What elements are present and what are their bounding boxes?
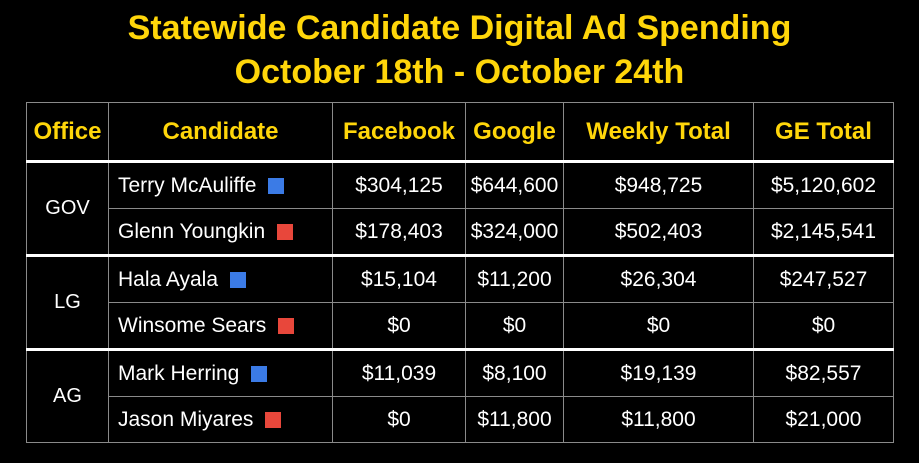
candidate-name: Jason Miyares (118, 407, 254, 431)
facebook-cell: $15,104 (332, 254, 466, 303)
facebook-cell: $178,403 (332, 208, 466, 256)
ad-spending-table: Office Candidate Facebook Google Weekly … (26, 102, 894, 443)
column-header-facebook: Facebook (332, 102, 466, 162)
party-color-swatch (230, 271, 247, 288)
table-row: Glenn Youngkin $178,403 $324,000 $502,40… (27, 208, 894, 256)
google-cell: $11,800 (465, 396, 564, 443)
facebook-cell: $11,039 (332, 348, 466, 397)
facebook-cell: $304,125 (332, 160, 466, 209)
ge-total-cell: $5,120,602 (753, 160, 894, 209)
candidate-cell: Hala Ayala (108, 254, 333, 303)
column-header-ge-total: GE Total (753, 102, 894, 162)
table-row: GOV Terry McAuliffe $304,125 $644,600 $9… (26, 160, 894, 256)
page-title: Statewide Candidate Digital Ad Spending (127, 9, 792, 47)
candidate-cell: Terry McAuliffe (108, 160, 333, 209)
weekly-total-cell: $11,800 (563, 396, 754, 443)
candidate-name: Hala Ayala (118, 267, 219, 291)
google-cell: $644,600 (465, 160, 564, 209)
table-row: Jason Miyares $0 $11,800 $11,800 $21,000 (27, 396, 894, 443)
page-subtitle: October 18th - October 24th (234, 53, 685, 91)
candidate-cell: Glenn Youngkin (108, 208, 333, 256)
candidate-name: Glenn Youngkin (118, 219, 266, 243)
party-color-swatch (265, 411, 282, 428)
facebook-cell: $0 (332, 302, 466, 350)
weekly-total-cell: $0 (563, 302, 754, 350)
party-color-swatch (268, 177, 285, 194)
google-cell: $324,000 (465, 208, 564, 256)
candidate-cell: Winsome Sears (108, 302, 333, 350)
candidate-name: Terry McAuliffe (118, 173, 257, 197)
facebook-cell: $0 (332, 396, 466, 443)
candidate-name: Mark Herring (118, 361, 240, 385)
table-row: AG Mark Herring $11,039 $8,100 $19,139 $… (26, 348, 894, 443)
column-header-office: Office (26, 102, 109, 162)
table-row: LG Hala Ayala $15,104 $11,200 $26,304 $2… (26, 254, 894, 350)
header-row: Office Candidate Facebook Google Weekly … (26, 102, 894, 162)
office-cell: GOV (26, 160, 109, 256)
candidate-name: Winsome Sears (118, 313, 267, 337)
google-cell: $8,100 (465, 348, 564, 397)
table-row: Winsome Sears $0 $0 $0 $0 (27, 302, 894, 350)
ge-total-cell: $247,527 (753, 254, 894, 303)
google-cell: $11,200 (465, 254, 564, 303)
google-cell: $0 (465, 302, 564, 350)
candidate-cell: Jason Miyares (108, 396, 333, 443)
ge-total-cell: $21,000 (753, 396, 894, 443)
office-cell: LG (26, 254, 109, 350)
party-color-swatch (251, 365, 268, 382)
weekly-total-cell: $948,725 (563, 160, 754, 209)
weekly-total-cell: $19,139 (563, 348, 754, 397)
candidate-cell: Mark Herring (108, 348, 333, 397)
ge-total-cell: $82,557 (753, 348, 894, 397)
ge-total-cell: $2,145,541 (753, 208, 894, 256)
weekly-total-cell: $502,403 (563, 208, 754, 256)
party-color-swatch (278, 317, 295, 334)
column-header-google: Google (465, 102, 564, 162)
party-color-swatch (277, 223, 294, 240)
column-header-weekly-total: Weekly Total (563, 102, 754, 162)
ge-total-cell: $0 (753, 302, 894, 350)
column-header-candidate: Candidate (108, 102, 333, 162)
weekly-total-cell: $26,304 (563, 254, 754, 303)
office-cell: AG (26, 348, 109, 443)
